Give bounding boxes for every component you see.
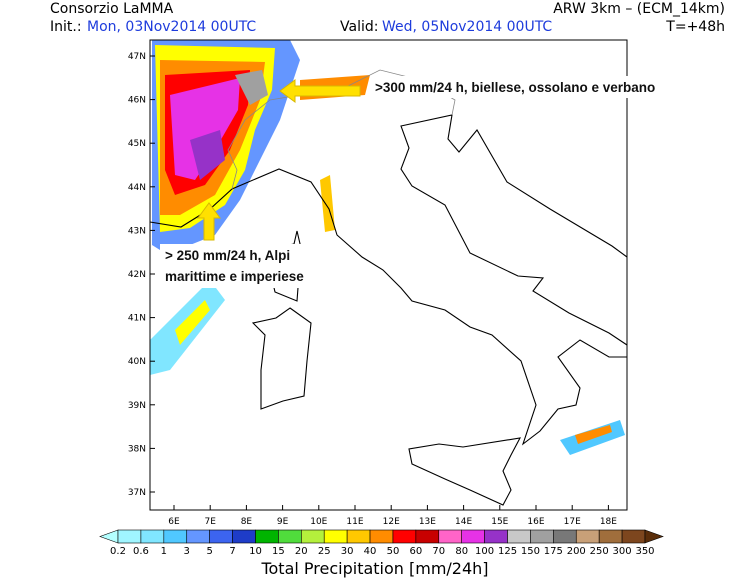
colorbar-swatch	[575, 529, 600, 544]
lon-label: 12E	[383, 517, 400, 527]
colorbar-end	[99, 529, 119, 544]
lon-label: 8E	[241, 517, 253, 527]
lead-time: T=+48h	[665, 19, 725, 35]
colorbar-label: 1	[161, 546, 167, 557]
colorbar-swatch	[323, 529, 348, 544]
colorbar-label: 70	[432, 546, 445, 557]
header-title: Consorzio LaMMA	[50, 1, 174, 17]
colorbar-label: 7	[229, 546, 235, 557]
colorbar-label: 150	[521, 546, 540, 557]
init-value: Mon, 03Nov2014 00UTC	[87, 19, 256, 35]
colorbar-swatch	[598, 529, 623, 544]
colorbar-label: 50	[387, 546, 400, 557]
lat-label: 41N	[128, 314, 146, 324]
lat-label: 42N	[128, 270, 146, 280]
colorbar-end	[644, 529, 664, 544]
colorbar-label: 100	[475, 546, 494, 557]
colorbar-swatch	[507, 529, 531, 544]
valid-label: Valid:	[340, 19, 378, 35]
colorbar-label: 200	[567, 546, 586, 557]
colorbar-label: 30	[341, 546, 354, 557]
lon-label: 11E	[346, 517, 363, 527]
colorbar-swatch	[621, 529, 646, 544]
lon-label: 14E	[455, 517, 472, 527]
lat-label: 38N	[128, 444, 146, 454]
colorbar-swatch	[484, 529, 508, 544]
colorbar-swatch	[392, 529, 417, 544]
lat-label: 46N	[128, 96, 146, 106]
annotation-text: marittime e imperiese	[165, 269, 304, 284]
colorbar-swatch	[186, 529, 210, 544]
lon-label: 6E	[168, 517, 180, 527]
colorbar-swatch	[140, 529, 165, 544]
annotation: > 250 mm/24 h, Alpi marittime e imperies…	[160, 202, 335, 288]
colorbar-swatch	[530, 529, 554, 544]
colorbar-swatch	[209, 529, 233, 544]
lon-label: 7E	[204, 517, 216, 527]
colorbar-label: 60	[410, 546, 423, 557]
lat-label: 37N	[128, 488, 146, 498]
colorbar-title: Total Precipitation [mm/24h]	[260, 559, 488, 578]
colorbar-label: 125	[498, 546, 517, 557]
lon-label: 9E	[277, 517, 289, 527]
colorbar-label: 3	[184, 546, 190, 557]
colorbar-label: 20	[295, 546, 308, 557]
lat-label: 45N	[128, 139, 146, 149]
colorbar-label: 5	[206, 546, 212, 557]
colorbar-label: 300	[613, 546, 632, 557]
arrow	[197, 202, 221, 241]
lat-label: 43N	[128, 226, 146, 236]
label-box	[372, 76, 690, 98]
map-frame	[149, 39, 628, 511]
lon-label: 15E	[491, 517, 508, 527]
lon-label: 18E	[600, 517, 617, 527]
lon-label: 10E	[310, 517, 327, 527]
colorbar-label: 350	[635, 546, 654, 557]
colorbar-label: 0.6	[133, 546, 149, 557]
lat-label: 40N	[128, 357, 146, 367]
colorbar-swatch	[346, 529, 371, 544]
lat-label: 47N	[128, 52, 146, 62]
colorbar-swatch	[232, 529, 256, 544]
lon-label: 16E	[527, 517, 544, 527]
colorbar-label: 15	[272, 546, 285, 557]
colorbar-swatch	[163, 529, 188, 544]
colorbar-swatch	[461, 529, 485, 544]
colorbar-swatch	[438, 529, 462, 544]
colorbar-swatch	[553, 529, 577, 544]
colorbar-label: 80	[455, 546, 468, 557]
colorbar-label: 40	[364, 546, 377, 557]
colorbar-swatch	[301, 529, 325, 544]
colorbar-swatch	[278, 529, 302, 544]
arrow	[279, 79, 361, 103]
colorbar-label: 0.2	[110, 546, 126, 557]
label-box	[160, 244, 335, 288]
colorbar-label: 25	[318, 546, 331, 557]
colorbar-label: 175	[544, 546, 563, 557]
init-label: Init.:	[50, 19, 82, 35]
colorbar-swatch	[117, 529, 142, 544]
valid-value: Wed, 05Nov2014 00UTC	[382, 19, 552, 35]
colorbar-swatch	[369, 529, 394, 544]
model-name: ARW 3km – (ECM_14km)	[553, 1, 725, 17]
colorbar-label: 250	[590, 546, 609, 557]
colorbar-label: 10	[249, 546, 262, 557]
lat-label: 44N	[128, 183, 146, 193]
annotation-text: >300 mm/24 h, biellese, ossolano e verba…	[375, 80, 655, 95]
lon-label: 17E	[564, 517, 581, 527]
colorbar-swatch	[415, 529, 440, 544]
colorbar: 0.2 0.6 1 3 5 7 10 15 20 25 30 40 50 60 70 80 100 125 150 1…	[99, 529, 664, 557]
annotation: >300 mm/24 h, biellese, ossolano e verba…	[279, 76, 690, 103]
lat-label: 39N	[128, 401, 146, 411]
colorbar-swatch	[255, 529, 279, 544]
lon-label: 13E	[419, 517, 436, 527]
annotation-text: > 250 mm/24 h, Alpi	[165, 248, 290, 263]
